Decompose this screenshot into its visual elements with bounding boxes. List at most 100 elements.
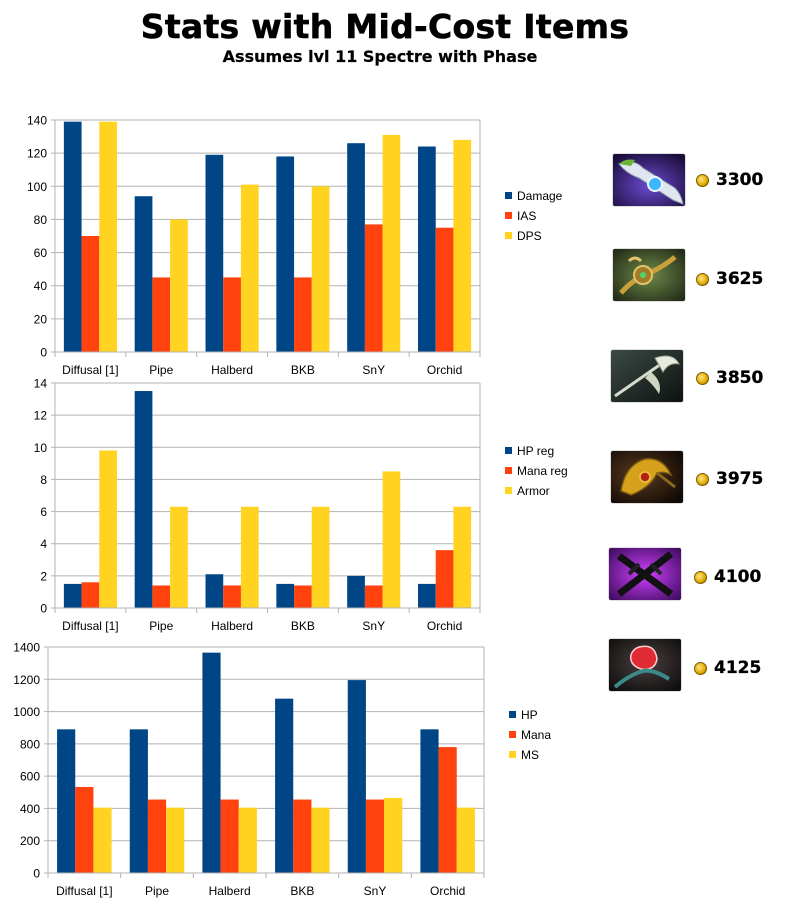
bar-mana: [365, 799, 385, 873]
y-tick-label: 60: [34, 246, 48, 260]
page-title: Stats with Mid-Cost Items: [140, 7, 630, 46]
bar-dps: [99, 121, 117, 353]
x-tick-label: BKB: [290, 884, 314, 898]
heavens-halberd-icon: [611, 350, 683, 402]
legend-swatch: [509, 731, 516, 738]
item-cost: 4125: [714, 658, 762, 678]
y-tick-label: 8: [40, 473, 47, 487]
page-subtitle: Assumes lvl 11 Spectre with Phase: [222, 47, 538, 66]
bar-mana-reg: [223, 585, 241, 608]
bar-hp: [420, 729, 439, 873]
legend-swatch: [509, 751, 516, 758]
bar-hp-reg: [347, 575, 365, 608]
bar-armor: [311, 506, 330, 608]
legend-swatch: [505, 467, 512, 474]
x-tick-label: SnY: [362, 363, 385, 377]
legend-label: Armor: [517, 484, 550, 498]
bar-hp-reg: [418, 583, 436, 608]
bar-ms: [456, 807, 475, 873]
x-tick-label: Halberd: [209, 884, 251, 898]
bar-hp-reg: [63, 583, 82, 608]
bar-ias: [152, 277, 171, 352]
x-tick-label: SnY: [362, 619, 385, 633]
bar-ms: [93, 807, 112, 873]
gold-coin-icon: [696, 473, 709, 486]
x-tick-label: Orchid: [427, 619, 462, 633]
x-tick-label: BKB: [291, 619, 315, 633]
item-cost: 3975: [716, 469, 764, 489]
bar-ms: [384, 797, 403, 873]
legend-label: Mana reg: [517, 464, 568, 478]
legend-swatch: [505, 232, 512, 239]
bar-hp: [57, 729, 76, 873]
y-tick-label: 120: [27, 147, 47, 161]
bar-mana: [293, 799, 312, 873]
bar-ias: [364, 224, 383, 352]
x-tick-label: Halberd: [211, 619, 253, 633]
x-tick-label: Diffusal [1]: [56, 884, 112, 898]
y-tick-label: 14: [34, 377, 48, 391]
bar-armor: [170, 506, 188, 608]
legend-label: DPS: [517, 229, 542, 243]
x-tick-label: Pipe: [149, 363, 173, 377]
sange-and-yasha-icon: [609, 548, 681, 600]
bar-armor: [99, 450, 117, 608]
legend-label: IAS: [517, 209, 536, 223]
bar-mana-reg: [294, 585, 312, 608]
legend-swatch: [505, 487, 512, 494]
x-tick-label: Diffusal [1]: [62, 619, 118, 633]
item-cost: 3625: [716, 269, 764, 289]
y-tick-label: 0: [33, 867, 40, 881]
y-tick-label: 1400: [13, 641, 40, 655]
x-tick-label: BKB: [291, 363, 315, 377]
gold-coin-icon: [694, 662, 707, 675]
x-tick-label: Diffusal [1]: [62, 363, 118, 377]
y-tick-label: 20: [34, 312, 48, 326]
bar-damage: [63, 121, 82, 353]
x-tick-label: Pipe: [145, 884, 169, 898]
y-tick-label: 0: [40, 602, 47, 616]
legend-label: HP: [521, 708, 538, 722]
x-tick-label: SnY: [364, 884, 387, 898]
bar-ms: [238, 807, 257, 873]
bar-hp: [129, 729, 148, 873]
legend-label: HP reg: [517, 444, 554, 458]
bar-dps: [382, 134, 401, 352]
black-king-bar-icon: [611, 451, 683, 503]
legend-swatch: [505, 192, 512, 199]
bar-damage: [347, 143, 365, 352]
bar-ms: [311, 807, 330, 873]
bar-damage: [276, 156, 295, 352]
y-tick-label: 600: [20, 770, 40, 784]
x-tick-label: Orchid: [430, 884, 465, 898]
gold-coin-icon: [694, 571, 707, 584]
y-tick-label: 80: [34, 213, 48, 227]
bar-ias: [81, 236, 100, 352]
y-tick-label: 0: [40, 346, 47, 360]
bar-mana-reg: [435, 550, 454, 608]
y-tick-label: 4: [40, 537, 47, 551]
bar-ias: [294, 277, 312, 352]
bar-mana-reg: [81, 582, 100, 608]
y-tick-label: 10: [34, 441, 48, 455]
bar-ias: [435, 227, 454, 352]
legend-swatch: [505, 447, 512, 454]
bar-mana: [147, 799, 167, 873]
x-tick-label: Halberd: [211, 363, 253, 377]
x-tick-label: Orchid: [427, 363, 462, 377]
gold-coin-icon: [696, 273, 709, 286]
y-tick-label: 1000: [13, 705, 40, 719]
y-tick-label: 800: [20, 737, 40, 751]
bar-mana: [75, 786, 94, 873]
item-cost: 4100: [714, 567, 762, 587]
item-cost: 3850: [716, 368, 764, 388]
legend-label: Mana: [521, 728, 551, 742]
bar-mana-reg: [152, 585, 171, 608]
x-tick-label: Pipe: [149, 619, 173, 633]
y-tick-label: 400: [20, 802, 40, 816]
bar-mana: [438, 747, 457, 873]
bar-mana: [220, 799, 239, 873]
